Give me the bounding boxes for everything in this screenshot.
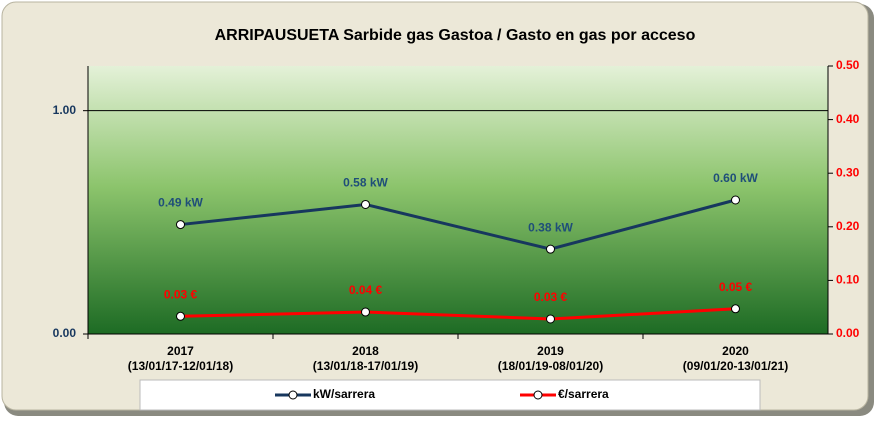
line — [180, 198, 736, 251]
data-label: 0.04 € — [349, 283, 383, 297]
legend — [139, 379, 761, 411]
legend-label: €/sarrera — [558, 387, 609, 401]
marker — [176, 220, 185, 230]
legend-label: kW/sarrera — [313, 387, 375, 401]
line — [180, 307, 736, 321]
y-tick-label: 1.00 — [53, 103, 77, 117]
marker — [361, 307, 370, 317]
x-tick-label: 2019 — [537, 344, 564, 358]
x-tick-period: (09/01/20-13/01/21) — [683, 359, 788, 373]
marker — [731, 304, 740, 314]
y-tick-label: 0.00 — [53, 326, 77, 340]
y2-tick-label: 0.40 — [836, 112, 860, 126]
y2-tick-label: 0.50 — [836, 58, 860, 72]
marker — [731, 195, 740, 205]
marker — [361, 199, 370, 209]
marker — [546, 244, 555, 254]
y2-tick-label: 0.20 — [836, 219, 860, 233]
legend-marker — [288, 390, 298, 400]
x-tick-label: 2020 — [722, 344, 749, 358]
data-label: 0.03 € — [164, 287, 198, 301]
marker — [546, 314, 555, 324]
data-label: 0.05 € — [719, 280, 753, 294]
data-label: 0.03 € — [534, 290, 568, 304]
x-tick-period: (13/01/18-17/01/19) — [313, 359, 418, 373]
y2-tick-label: 0.30 — [836, 165, 860, 179]
marker — [176, 311, 185, 321]
x-tick-period: (18/01/19-08/01/20) — [498, 359, 603, 373]
chart-title: ARRIPAUSUETA Sarbide gas Gastoa / Gasto … — [215, 27, 696, 44]
x-tick-period: (13/01/17-12/01/18) — [128, 359, 233, 373]
y2-tick-label: 0.00 — [836, 326, 860, 340]
x-tick-label: 2017 — [167, 344, 194, 358]
data-label: 0.60 kW — [713, 171, 758, 185]
legend-marker — [533, 390, 543, 400]
data-label: 0.38 kW — [528, 220, 573, 234]
x-tick-label: 2018 — [352, 344, 379, 358]
data-label: 0.49 kW — [158, 196, 203, 210]
data-label: 0.58 kW — [343, 176, 388, 190]
y2-tick-label: 0.10 — [836, 273, 860, 287]
